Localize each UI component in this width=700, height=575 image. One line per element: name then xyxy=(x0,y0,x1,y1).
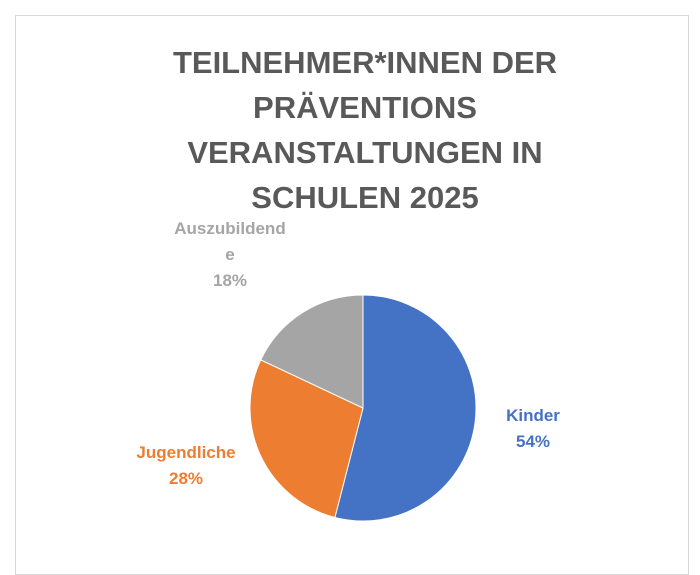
percent-label: 28% xyxy=(168,469,204,488)
data-label: Jugendliche 28% xyxy=(127,440,245,492)
chart: TEILNEHMER*INNEN DER PRÄVENTIONS VERANST… xyxy=(15,15,689,575)
category-label: Kinder xyxy=(506,406,560,425)
category-label: Auszubildende xyxy=(174,219,286,264)
percent-label: 18% xyxy=(212,271,248,290)
percent-label: 54% xyxy=(515,432,551,451)
data-label: Auszubildende 18% xyxy=(171,216,289,294)
pie-slice xyxy=(260,294,364,409)
pie-area xyxy=(249,294,477,522)
category-label: Jugendliche xyxy=(136,443,236,462)
pie-slice xyxy=(249,359,364,519)
data-label: Kinder 54% xyxy=(474,403,592,455)
pie-slice xyxy=(334,294,477,522)
chart-title: TEILNEHMER*INNEN DER PRÄVENTIONS VERANST… xyxy=(172,45,558,215)
